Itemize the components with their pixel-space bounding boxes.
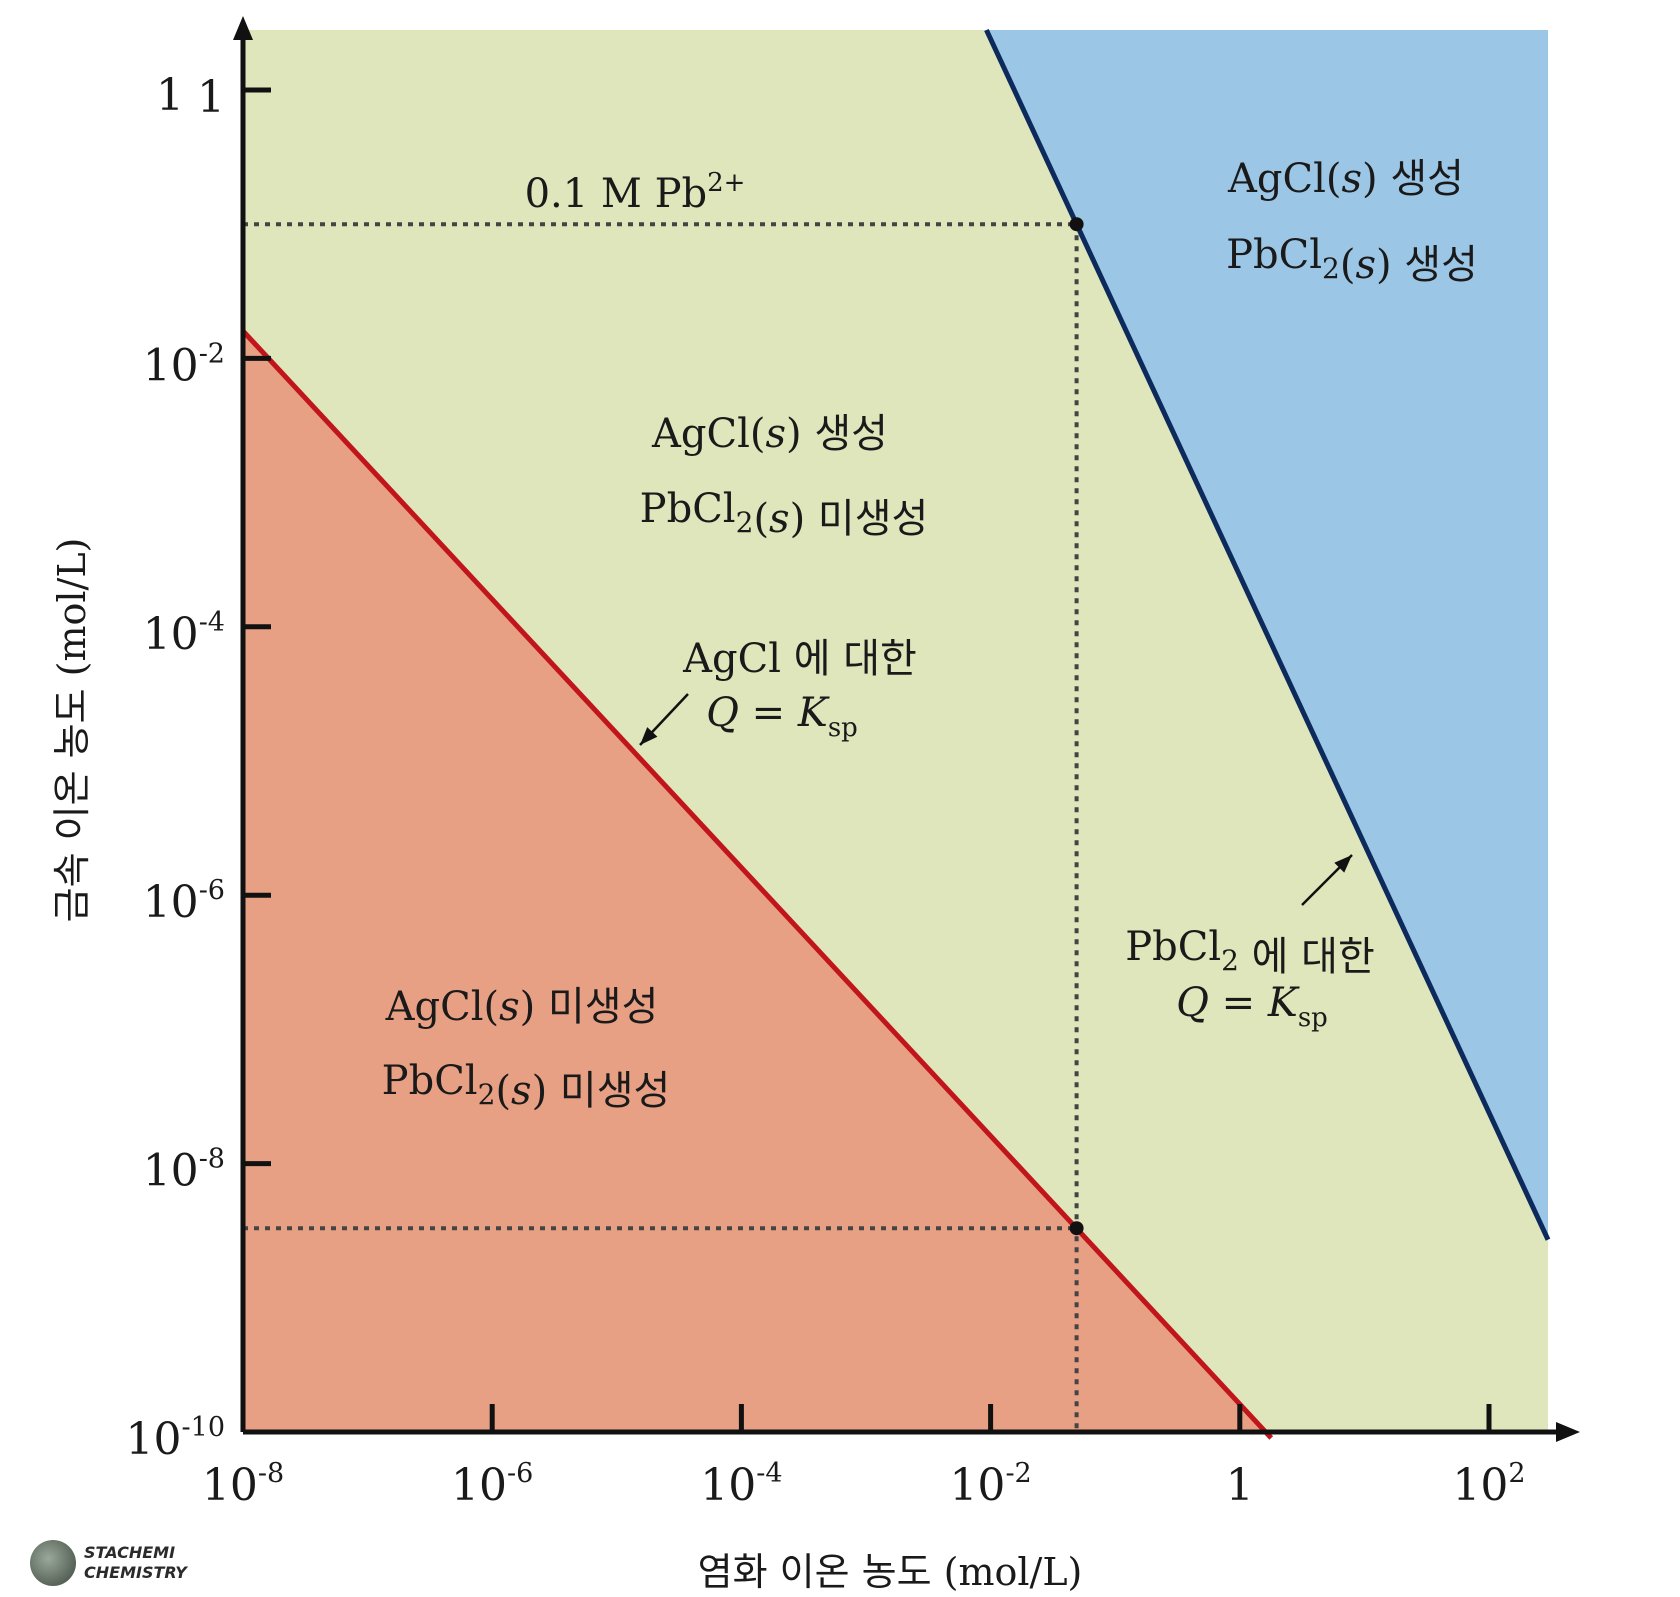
y-axis-arrow: [233, 16, 253, 40]
agcl-annotation-arrow-head: [640, 727, 658, 745]
region-label-no-precipitate-1: PbCl2(s) 미생성: [382, 1058, 671, 1114]
agcl-intersection-point: [1069, 1221, 1084, 1236]
region-label-agcl-only-0: AgCl(s) 생성: [651, 411, 888, 457]
agcl-q-ksp-label: Q = Ksp: [706, 690, 858, 743]
x-tick-label: 10-4: [700, 1458, 782, 1511]
pbcl2-intersection-point: [1069, 217, 1084, 232]
y-tick-label: 10-10: [126, 1412, 225, 1465]
agcl-line-label: AgCl 에 대한: [682, 636, 917, 682]
x-tick-label: 1: [1226, 1460, 1254, 1511]
x-axis-title: 염화 이온 농도 (mol/L): [698, 1550, 1083, 1594]
x-axis-arrow: [1556, 1422, 1580, 1442]
watermark-line2: CHEMISTRY: [84, 1563, 187, 1582]
region-label-no-precipitate-0: AgCl(s) 미생성: [385, 984, 659, 1030]
agcl-ksp-line: [241, 329, 1274, 1440]
stray-y-label: 1: [156, 70, 184, 121]
watermark: STACHEMI CHEMISTRY: [30, 1540, 187, 1586]
y-tick-label: 10-8: [143, 1144, 225, 1197]
pb-reference-label: 0.1 M Pb2+: [525, 168, 746, 217]
pbcl2-annotation-arrow-head: [1334, 855, 1352, 873]
pbcl2-q-ksp-label: Q = Ksp: [1176, 980, 1328, 1033]
x-tick-label: 10-8: [202, 1458, 284, 1511]
pbcl2-line-label: PbCl2 에 대한: [1125, 924, 1375, 980]
x-tick-label: 10-2: [949, 1458, 1031, 1511]
region-label-both-1: PbCl2(s) 생성: [1226, 232, 1478, 288]
x-tick-label: 102: [1452, 1458, 1525, 1511]
watermark-line1: STACHEMI: [84, 1543, 176, 1562]
watermark-logo: [30, 1540, 76, 1586]
region-label-both-0: AgCl(s) 생성: [1227, 156, 1464, 202]
x-tick-label: 10-6: [451, 1458, 533, 1511]
y-tick-label: 10-4: [143, 607, 225, 660]
pbcl2-ksp-line: [984, 28, 1551, 1241]
y-tick-label: 1: [197, 72, 225, 123]
y-axis-title: 금속 이온 농도 (mol/L): [50, 538, 94, 923]
region-label-agcl-only-1: PbCl2(s) 미생성: [640, 486, 929, 542]
y-tick-label: 10-2: [143, 338, 225, 391]
y-tick-label: 10-6: [143, 875, 225, 928]
